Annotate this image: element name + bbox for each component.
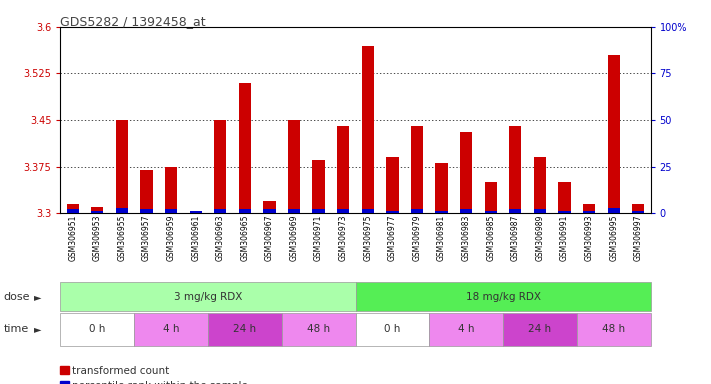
Bar xyxy=(509,209,521,213)
Bar xyxy=(140,209,153,213)
Bar xyxy=(208,313,282,346)
Bar xyxy=(214,120,226,213)
Bar xyxy=(362,46,374,213)
Bar xyxy=(91,211,104,213)
Bar xyxy=(607,55,620,213)
Bar xyxy=(67,209,79,213)
Bar xyxy=(116,120,128,213)
Text: ►: ► xyxy=(34,291,42,302)
Bar xyxy=(116,207,128,213)
Text: 0 h: 0 h xyxy=(89,324,105,334)
Bar xyxy=(583,204,595,213)
Bar xyxy=(632,204,644,213)
Text: 48 h: 48 h xyxy=(602,324,625,334)
Bar xyxy=(386,157,399,213)
Bar xyxy=(239,209,251,213)
Bar xyxy=(583,211,595,213)
Text: dose: dose xyxy=(4,291,30,302)
Bar xyxy=(67,204,79,213)
Bar xyxy=(503,313,577,346)
Text: GDS5282 / 1392458_at: GDS5282 / 1392458_at xyxy=(60,15,206,28)
Bar xyxy=(60,282,356,311)
Bar xyxy=(356,313,429,346)
Text: ►: ► xyxy=(34,324,42,334)
Bar xyxy=(460,209,472,213)
Text: 24 h: 24 h xyxy=(528,324,552,334)
Text: 24 h: 24 h xyxy=(233,324,257,334)
Bar xyxy=(362,209,374,213)
Bar xyxy=(607,207,620,213)
Bar xyxy=(485,211,497,213)
Bar xyxy=(60,313,134,346)
Bar xyxy=(263,209,276,213)
Bar xyxy=(435,211,448,213)
Bar xyxy=(534,157,546,213)
Bar xyxy=(312,161,325,213)
Bar xyxy=(577,313,651,346)
Bar xyxy=(190,211,202,213)
Text: transformed count: transformed count xyxy=(72,366,169,376)
Text: 18 mg/kg RDX: 18 mg/kg RDX xyxy=(466,291,540,302)
Bar xyxy=(632,211,644,213)
Bar xyxy=(411,126,423,213)
Text: 3 mg/kg RDX: 3 mg/kg RDX xyxy=(173,291,242,302)
Text: 0 h: 0 h xyxy=(384,324,400,334)
Bar xyxy=(140,170,153,213)
Bar xyxy=(282,313,356,346)
Bar xyxy=(429,313,503,346)
Bar xyxy=(534,209,546,213)
Bar xyxy=(386,211,399,213)
Bar xyxy=(288,120,300,213)
Bar xyxy=(312,209,325,213)
Bar xyxy=(239,83,251,213)
Bar xyxy=(356,282,651,311)
Bar xyxy=(460,132,472,213)
Bar xyxy=(558,182,571,213)
Bar xyxy=(190,211,202,213)
Bar xyxy=(165,167,177,213)
Bar xyxy=(337,209,349,213)
Text: 4 h: 4 h xyxy=(458,324,474,334)
Bar xyxy=(435,164,448,213)
Bar xyxy=(165,209,177,213)
Text: 4 h: 4 h xyxy=(163,324,179,334)
Text: percentile rank within the sample: percentile rank within the sample xyxy=(72,381,247,384)
Bar xyxy=(91,207,104,213)
Text: 48 h: 48 h xyxy=(307,324,330,334)
Bar xyxy=(288,209,300,213)
Bar xyxy=(509,126,521,213)
Bar xyxy=(134,313,208,346)
Bar xyxy=(411,209,423,213)
Bar xyxy=(214,209,226,213)
Text: time: time xyxy=(4,324,29,334)
Bar xyxy=(263,201,276,213)
Bar xyxy=(485,182,497,213)
Bar xyxy=(558,211,571,213)
Bar xyxy=(337,126,349,213)
